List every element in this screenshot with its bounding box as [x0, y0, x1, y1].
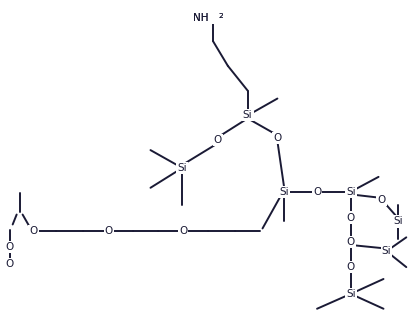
Text: Si: Si	[394, 216, 403, 227]
Text: O: O	[377, 195, 386, 205]
Text: O: O	[347, 262, 355, 272]
Text: O: O	[30, 227, 37, 236]
Text: NH: NH	[193, 13, 209, 23]
FancyBboxPatch shape	[195, 10, 223, 24]
Text: NH: NH	[193, 13, 209, 23]
Text: O: O	[105, 227, 113, 236]
Text: O: O	[377, 195, 386, 205]
Text: O: O	[313, 187, 321, 197]
Text: O: O	[347, 213, 355, 223]
Text: Si: Si	[381, 246, 391, 256]
Text: Si: Si	[177, 163, 187, 173]
Text: O: O	[5, 242, 14, 252]
Text: Si: Si	[346, 187, 356, 197]
Text: O: O	[179, 227, 187, 236]
Text: 2: 2	[218, 13, 223, 19]
Text: Si: Si	[346, 289, 356, 299]
Text: O: O	[214, 135, 222, 145]
Text: Si: Si	[280, 187, 289, 197]
Text: Si: Si	[243, 111, 253, 120]
Text: O: O	[5, 242, 14, 252]
Text: O: O	[5, 259, 14, 269]
Text: O: O	[273, 133, 282, 143]
Text: O: O	[347, 237, 355, 247]
Text: 2: 2	[218, 13, 223, 19]
